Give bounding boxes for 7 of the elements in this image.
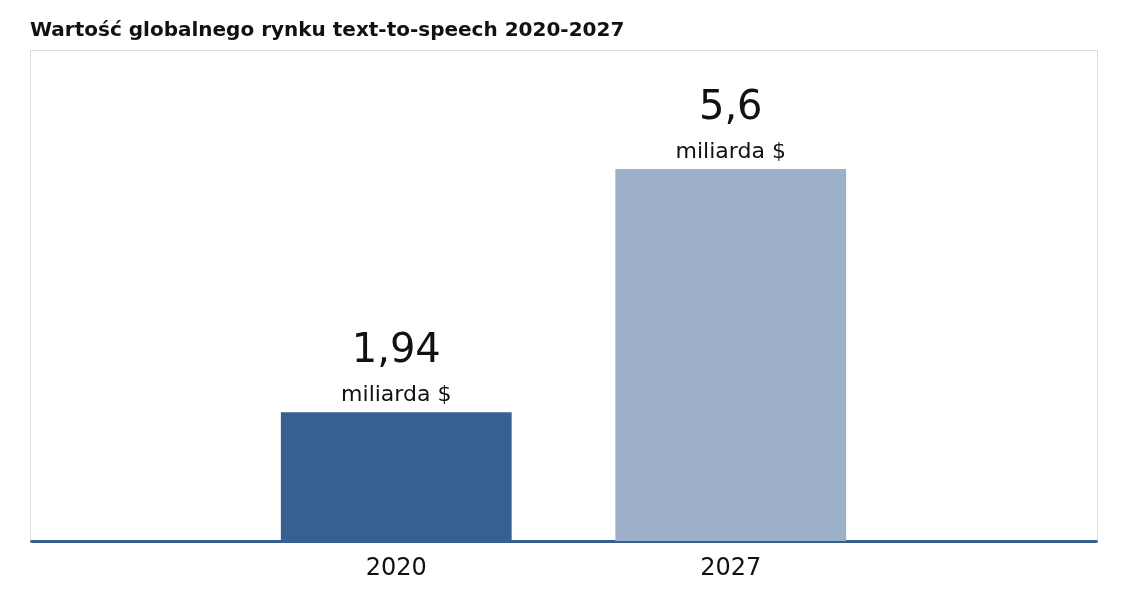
- data-label: 1,94: [351, 325, 441, 372]
- chart-title: Wartość globalnego rynku text-to-speech 2020-2027: [30, 17, 625, 41]
- annotation: miliarda $: [341, 381, 452, 407]
- data-label: 5,6: [698, 82, 763, 129]
- annotation: miliarda $: [675, 138, 786, 164]
- x-tick-label: 2020: [365, 552, 427, 581]
- x-tick-label: 2027: [700, 552, 762, 581]
